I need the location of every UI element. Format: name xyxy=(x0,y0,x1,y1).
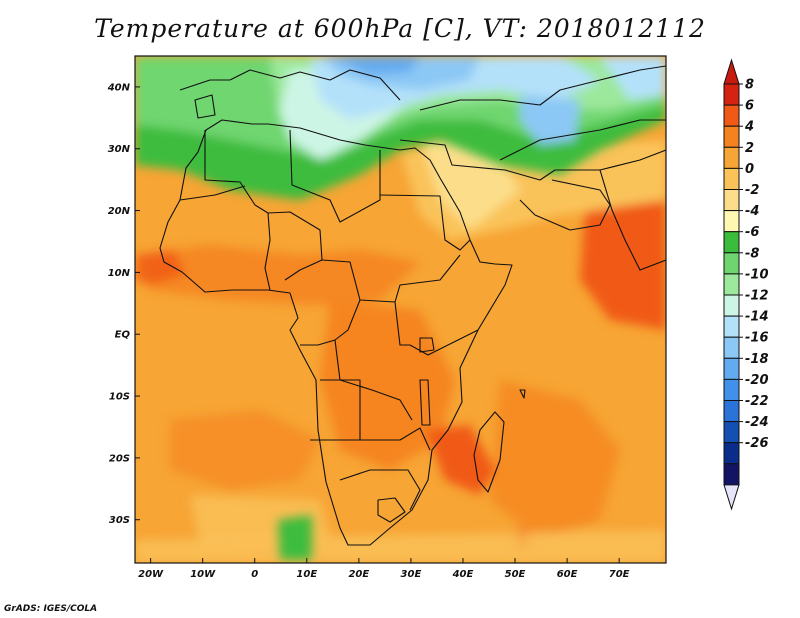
colorbar-segment xyxy=(723,273,740,296)
lon-tick-label: 10W xyxy=(190,569,216,580)
lat-tick-label: 30S xyxy=(109,515,130,526)
colorbar-segment xyxy=(723,336,740,359)
colorbar-label: -26 xyxy=(745,436,769,451)
colorbar-label: 4 xyxy=(744,120,754,135)
colorbar-under-arrow xyxy=(723,484,740,511)
colorbar-label: 0 xyxy=(745,162,754,177)
lon-tick-label: 10E xyxy=(296,569,317,580)
colorbar-label: -6 xyxy=(745,225,759,240)
coastlines xyxy=(159,65,666,546)
lon-tick-label: 20W xyxy=(138,569,164,580)
lon-tick-label: 70E xyxy=(609,569,630,580)
colorbar-segment xyxy=(723,294,740,317)
colorbar-segment xyxy=(723,104,740,127)
colorbar-label: -8 xyxy=(745,246,759,261)
colorbar-label: 8 xyxy=(745,78,754,93)
colorbar-segment xyxy=(723,315,740,338)
colorbar-segment xyxy=(723,442,740,465)
colorbar-segment xyxy=(723,357,740,380)
colorbar-segment xyxy=(723,463,740,486)
colorbar-segment xyxy=(723,125,740,148)
colorbar-label: -10 xyxy=(745,267,769,282)
colorbar-segment xyxy=(723,146,740,169)
lon-tick-label: 30E xyxy=(401,569,422,580)
colorbar-label: 2 xyxy=(745,141,754,156)
colorbar-label: -4 xyxy=(745,204,759,219)
colorbar-segment xyxy=(723,400,740,423)
lat-tick-label: 20N xyxy=(108,206,131,217)
colorbar: 8 6 4 2 0 -2 -4 -6 -8 -10 -12 -14 -16 -18 -20 -22 -24 -26 xyxy=(723,58,769,511)
colorbar-segment xyxy=(723,210,740,233)
lat-tick-label: 10S xyxy=(109,392,130,403)
lat-tick-label: 30N xyxy=(108,144,131,155)
colorbar-label: -14 xyxy=(745,310,769,325)
map-title: Temperature at 600hPa [C], VT: 201801211… xyxy=(94,14,706,43)
colorbar-label: -24 xyxy=(745,415,769,430)
credit-text: GrADS: IGES/COLA xyxy=(4,604,98,614)
lat-tick-label: 10N xyxy=(108,268,131,279)
lon-tick-label: 40E xyxy=(452,569,474,580)
map-frame xyxy=(134,55,667,564)
colorbar-label: -12 xyxy=(745,289,769,304)
lon-tick-label: 60E xyxy=(557,569,578,580)
colorbar-segment xyxy=(723,167,740,190)
colorbar-over-arrow xyxy=(723,58,740,85)
colorbar-segment xyxy=(723,189,740,212)
colorbar-segment xyxy=(723,83,740,106)
latitude-ticks: 40N 30N 20N 10N EQ 10S 20S 30S xyxy=(107,82,140,526)
colorbar-segment xyxy=(723,231,740,254)
lon-tick-label: 20E xyxy=(348,569,369,580)
colorbar-segment xyxy=(723,252,740,275)
colorbar-label: -20 xyxy=(745,373,769,388)
temperature-field xyxy=(135,56,666,563)
lon-tick-label: 50E xyxy=(505,569,526,580)
colorbar-label: -22 xyxy=(745,394,769,409)
lat-tick-label: 40N xyxy=(107,82,131,93)
lat-tick-label: 20S xyxy=(109,453,130,464)
colorbar-segment xyxy=(723,421,740,444)
colorbar-label: -2 xyxy=(745,183,759,198)
colorbar-label: -16 xyxy=(745,331,769,346)
colorbar-label: 6 xyxy=(745,99,754,114)
lat-tick-label: EQ xyxy=(115,330,131,341)
longitude-ticks: 20W 10W 0 10E 20E 30E 40E 50E 60E 70E xyxy=(138,558,630,580)
colorbar-label: -18 xyxy=(745,352,769,367)
lon-tick-label: 0 xyxy=(251,569,258,580)
colorbar-segment xyxy=(723,378,740,401)
